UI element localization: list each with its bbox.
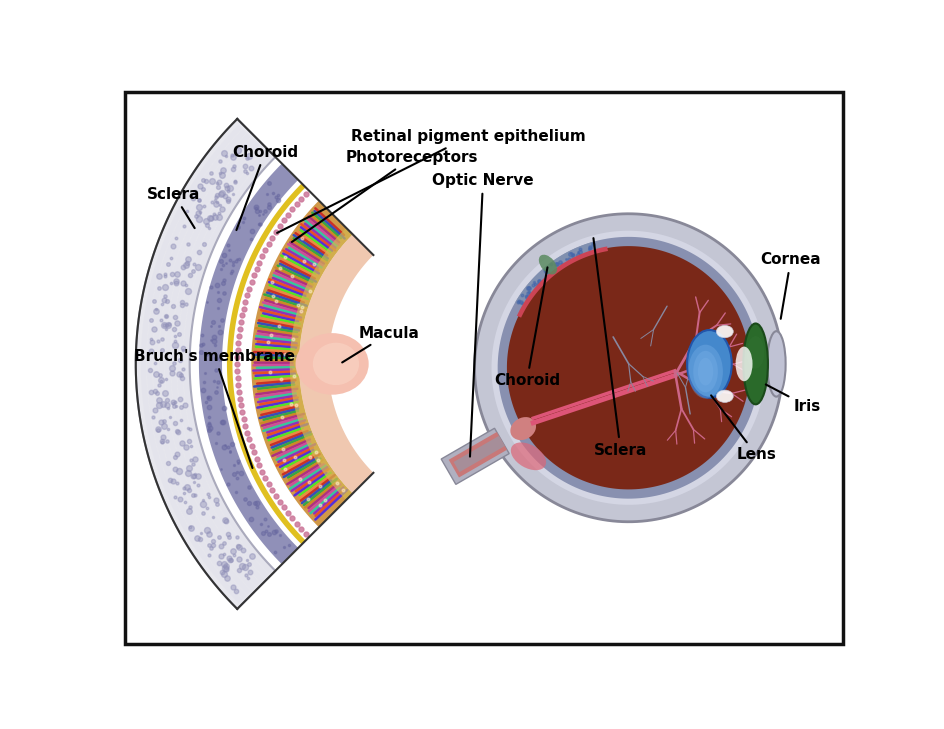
Polygon shape bbox=[453, 436, 505, 472]
Ellipse shape bbox=[693, 351, 717, 392]
Polygon shape bbox=[515, 241, 597, 307]
Ellipse shape bbox=[698, 358, 714, 386]
Ellipse shape bbox=[539, 254, 557, 275]
Ellipse shape bbox=[743, 324, 767, 405]
Ellipse shape bbox=[747, 336, 765, 369]
Ellipse shape bbox=[735, 346, 752, 381]
Ellipse shape bbox=[687, 330, 732, 398]
Ellipse shape bbox=[716, 390, 733, 402]
Polygon shape bbox=[492, 230, 766, 504]
Polygon shape bbox=[441, 428, 509, 484]
Text: Photoreceptors: Photoreceptors bbox=[292, 150, 479, 242]
Ellipse shape bbox=[295, 333, 369, 394]
Text: Bruch's membrane: Bruch's membrane bbox=[134, 348, 295, 468]
Polygon shape bbox=[251, 200, 353, 527]
Polygon shape bbox=[136, 119, 276, 609]
Ellipse shape bbox=[716, 325, 733, 338]
Ellipse shape bbox=[767, 331, 785, 397]
Polygon shape bbox=[448, 432, 507, 477]
Ellipse shape bbox=[688, 345, 723, 399]
Text: Optic Nerve: Optic Nerve bbox=[432, 174, 534, 456]
Ellipse shape bbox=[511, 443, 546, 470]
Text: Macula: Macula bbox=[342, 326, 420, 362]
Polygon shape bbox=[475, 214, 783, 522]
Text: Choroid: Choroid bbox=[494, 268, 560, 389]
Polygon shape bbox=[299, 234, 374, 494]
Text: Retinal pigment epithelium: Retinal pigment epithelium bbox=[278, 129, 586, 233]
Ellipse shape bbox=[312, 343, 359, 385]
Text: Lens: Lens bbox=[711, 395, 776, 462]
Polygon shape bbox=[290, 227, 353, 500]
Polygon shape bbox=[199, 163, 298, 564]
Polygon shape bbox=[517, 246, 608, 318]
Ellipse shape bbox=[511, 417, 536, 440]
Text: Sclera: Sclera bbox=[594, 238, 648, 458]
Polygon shape bbox=[497, 237, 760, 499]
Ellipse shape bbox=[747, 336, 765, 369]
Polygon shape bbox=[507, 246, 750, 489]
Text: Sclera: Sclera bbox=[147, 187, 201, 228]
Text: Iris: Iris bbox=[766, 384, 821, 414]
Text: Choroid: Choroid bbox=[232, 144, 298, 230]
Text: Cornea: Cornea bbox=[761, 252, 821, 319]
